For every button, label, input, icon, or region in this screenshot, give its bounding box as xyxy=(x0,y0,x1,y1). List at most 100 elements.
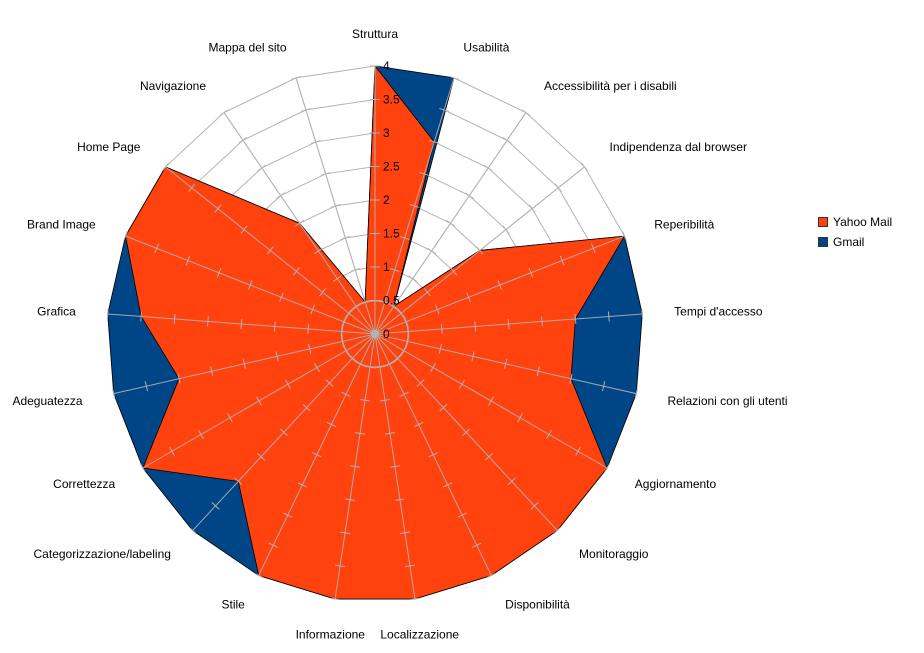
spoke-tick xyxy=(268,542,278,548)
category-label: Relazioni con gli utenti xyxy=(667,394,787,408)
spoke-tick xyxy=(502,137,512,144)
category-label: Adeguatezza xyxy=(12,394,82,408)
spoke-tick xyxy=(266,246,274,255)
spoke-tick xyxy=(429,139,440,144)
category-label: Tempi d'accesso xyxy=(674,305,763,319)
tick-label: 1.5 xyxy=(383,227,400,241)
spoke-tick xyxy=(188,183,196,193)
spoke-tick xyxy=(312,452,322,458)
spoke-tick xyxy=(283,512,293,518)
spoke-tick xyxy=(459,379,465,389)
spoke-tick xyxy=(483,164,493,172)
spoke-tick xyxy=(554,183,562,193)
spoke-tick xyxy=(389,268,400,272)
spoke-tick xyxy=(507,477,516,486)
legend-label-gmail: Gmail xyxy=(833,235,865,249)
spoke-tick xyxy=(462,428,471,436)
category-label: Usabilità xyxy=(463,40,509,54)
tick-label: 2 xyxy=(383,193,390,207)
category-label: Aggiornamento xyxy=(635,477,717,491)
spoke-tick xyxy=(399,391,409,397)
spoke-tick xyxy=(521,109,531,116)
tick-label: 2.5 xyxy=(383,160,400,174)
spoke-tick xyxy=(307,323,310,335)
center-ring xyxy=(341,300,409,368)
spoke-tick xyxy=(476,246,484,255)
spoke-tick xyxy=(256,396,262,406)
spoke-tick xyxy=(173,313,176,325)
spoke-tick xyxy=(471,351,475,362)
spoke-tick xyxy=(340,236,351,240)
spoke-tick xyxy=(536,366,540,377)
spoke-tick xyxy=(177,373,181,384)
spoke-tick xyxy=(507,318,510,330)
spoke-tick xyxy=(227,413,233,423)
spoke-tick xyxy=(285,379,291,389)
spoke-tick xyxy=(528,267,534,278)
spoke-tick xyxy=(416,379,425,387)
category-label: Reperibilità xyxy=(654,217,714,231)
spoke-tick xyxy=(559,255,565,266)
spoke-tick xyxy=(379,399,391,402)
spoke-tick xyxy=(238,137,248,144)
spoke-tick xyxy=(394,498,405,501)
spoke-tick xyxy=(442,482,453,488)
spoke-tick xyxy=(279,428,288,436)
spoke-tick xyxy=(332,275,342,282)
spoke-tick xyxy=(106,308,109,319)
spoke-tick xyxy=(257,453,266,461)
legend-label-yahoo: Yahoo Mail xyxy=(833,215,893,229)
spoke-tick xyxy=(430,362,436,373)
spoke-tick xyxy=(384,432,395,435)
spoke-tick xyxy=(602,381,606,392)
spoke-tick xyxy=(502,225,510,234)
legend: Yahoo Mail Gmail xyxy=(818,212,892,252)
category-label: Grafica xyxy=(37,305,76,319)
spoke-tick xyxy=(590,243,596,254)
spoke-tick xyxy=(240,318,243,330)
spoke-tick xyxy=(517,413,523,423)
spoke-tick xyxy=(474,321,477,332)
tick-label: 0 xyxy=(383,327,390,341)
spoke-tick xyxy=(607,311,610,322)
spoke-tick xyxy=(161,162,169,172)
spoke-tick xyxy=(275,351,279,362)
spoke-tick xyxy=(350,465,361,468)
spoke-tick xyxy=(446,220,455,227)
spoke-tick xyxy=(302,403,311,412)
spoke-tick xyxy=(409,204,420,208)
spoke-tick xyxy=(197,429,204,440)
spoke-tick xyxy=(438,343,442,354)
spoke-tick xyxy=(488,396,494,406)
spoke-tick xyxy=(486,572,497,579)
spoke-tick xyxy=(308,343,312,354)
spoke-tick xyxy=(641,308,644,319)
spoke-tick xyxy=(144,381,148,392)
spoke-tick xyxy=(399,236,410,240)
spoke-tick xyxy=(292,267,300,276)
spoke-tick xyxy=(210,366,214,377)
spoke-tick xyxy=(216,267,222,278)
spoke-tick xyxy=(359,399,371,402)
spoke-tick xyxy=(574,313,577,325)
spoke-tick xyxy=(546,429,553,440)
spoke-tick xyxy=(408,275,418,282)
spoke-tick xyxy=(341,391,351,397)
category-label: Categorizzazione/labeling xyxy=(34,547,171,561)
spoke-tick xyxy=(273,321,276,332)
category-label: Stile xyxy=(221,597,245,611)
spoke-tick xyxy=(242,358,246,369)
spoke-tick xyxy=(313,247,323,255)
spoke-tick xyxy=(450,267,458,276)
category-label: Disponibilità xyxy=(505,597,570,611)
spoke-tick xyxy=(406,336,410,347)
spoke-tick xyxy=(440,323,443,335)
spoke-tick xyxy=(330,597,341,601)
axis-ticks: 0 0.5 1 1.5 2 2.5 3 3.5 4 xyxy=(106,59,644,601)
spoke-tick xyxy=(314,362,320,373)
spoke-tick xyxy=(234,477,243,486)
spoke-tick xyxy=(389,465,400,468)
spoke-tick xyxy=(335,564,346,568)
spoke-tick xyxy=(399,531,410,534)
spoke-tick xyxy=(528,204,536,213)
